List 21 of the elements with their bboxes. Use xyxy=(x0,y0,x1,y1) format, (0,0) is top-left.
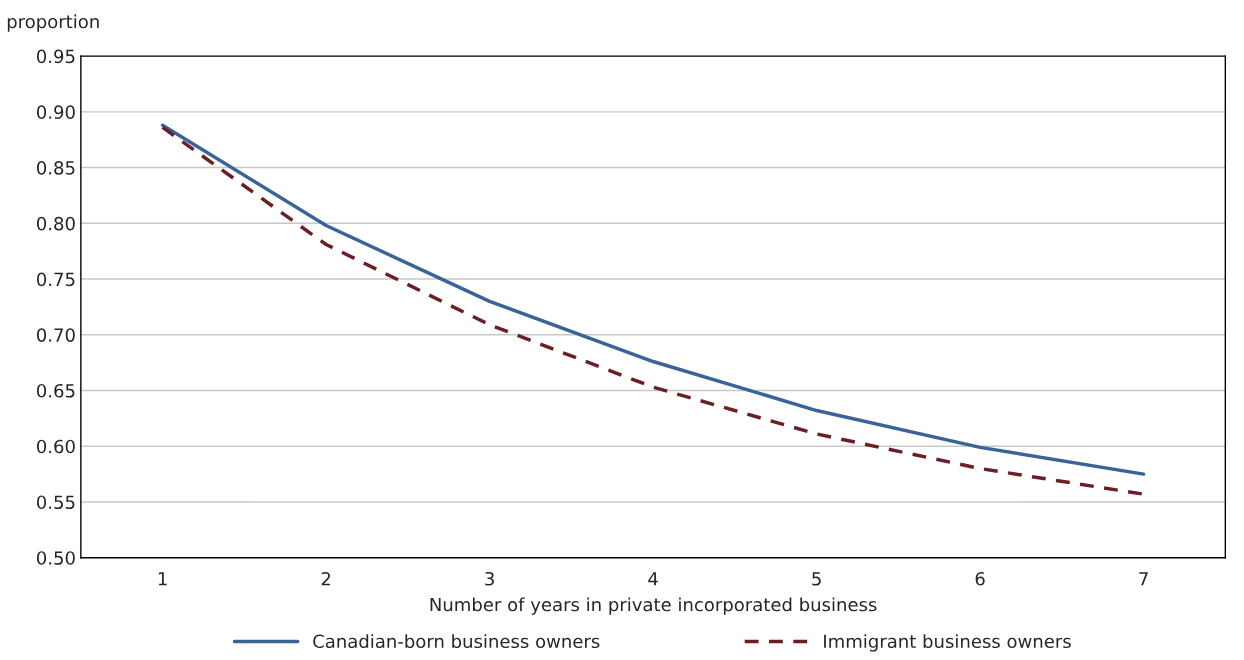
y-tick-label: 0.75 xyxy=(36,272,75,287)
y-tick-label: 0.50 xyxy=(36,551,75,565)
x-tick-label: 6 xyxy=(975,571,985,586)
y-tick-label: 0.70 xyxy=(36,328,75,342)
y-tick-label: 0.85 xyxy=(36,161,75,175)
x-tick-label: 3 xyxy=(485,571,494,586)
y-tick-label: 0.60 xyxy=(36,439,75,454)
legend-label: Canadian-born business owners xyxy=(313,634,600,649)
x-tick-label: 2 xyxy=(321,571,331,586)
y-axis-title: proportion xyxy=(7,14,99,32)
legend-label: Immigrant business owners xyxy=(824,634,1071,652)
x-tick-label: 5 xyxy=(812,572,821,586)
y-tick-label: 0.90 xyxy=(36,105,75,119)
x-tick-label: 4 xyxy=(648,572,658,586)
y-tick-label: 0.55 xyxy=(36,495,75,510)
x-axis-title: Number of years in private incorporated business xyxy=(430,597,877,615)
x-tick-label: 1 xyxy=(158,572,167,586)
y-tick-label: 0.65 xyxy=(36,383,75,398)
y-tick-label: 0.95 xyxy=(36,49,75,64)
y-tick-label: 0.80 xyxy=(36,216,75,231)
x-tick-label: 7 xyxy=(1139,572,1148,586)
